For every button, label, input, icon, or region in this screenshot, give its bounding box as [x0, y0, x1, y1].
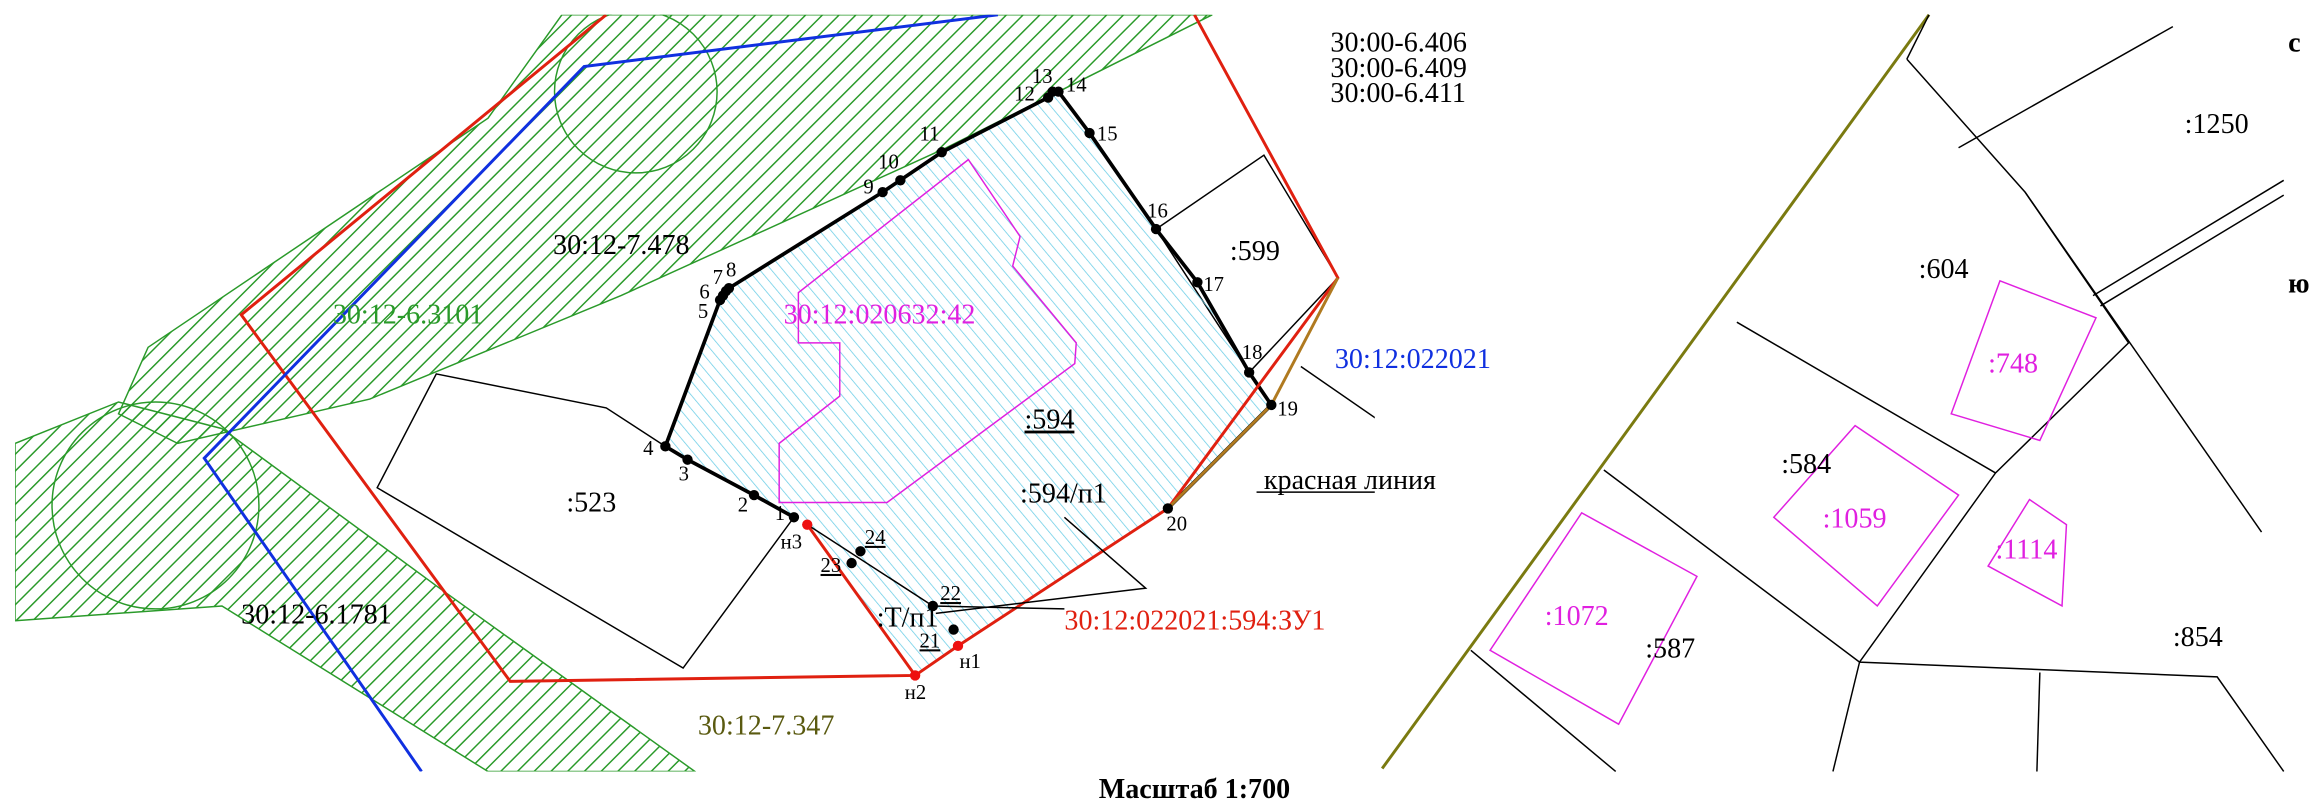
survey-point [1266, 400, 1276, 410]
parcel-line [1833, 662, 1860, 771]
parcel-label: 30:12:022021:594:ЗУ1 [1064, 606, 1325, 637]
point-label: 2 [738, 494, 748, 516]
zone-label: 30:12-7.347 [698, 711, 834, 742]
right-map [1382, 15, 2284, 772]
quarter-label: 30:12:022021 [1335, 344, 1491, 375]
survey-point [789, 512, 799, 522]
parcel-label: :1250 [2185, 109, 2249, 140]
scale-label: Масштаб 1:700 [1099, 774, 1290, 804]
point-label: н2 [905, 682, 926, 704]
zone-label: 30:12-7.478 [553, 230, 689, 261]
parcel-line [2025, 192, 2261, 532]
point-label: 24 [865, 527, 886, 549]
page: {"left_map":{"labels":["30:00-6.406","30… [0, 0, 2318, 804]
parcel-line [2093, 180, 2284, 295]
point-label: 10 [878, 151, 899, 173]
point-label: 20 [1166, 514, 1187, 536]
survey-point [1192, 277, 1202, 287]
point-label: 7 [713, 267, 723, 289]
survey-point [660, 441, 670, 451]
survey-point [928, 601, 938, 611]
survey-point [953, 641, 963, 651]
parcel-label: :594/п1 [1020, 479, 1107, 510]
parcel-line [2100, 195, 2283, 306]
point-label: 18 [1242, 342, 1263, 364]
point-label: 9 [863, 177, 873, 199]
building-label: :1114 [1996, 535, 2058, 566]
point-label: 19 [1277, 398, 1298, 420]
survey-point [1244, 367, 1254, 377]
point-label: 21 [920, 630, 941, 652]
survey-point [846, 558, 856, 568]
point-label: 3 [679, 463, 689, 485]
zone-hatch [15, 402, 695, 771]
edge-label: ю [2288, 269, 2309, 300]
point-label: н3 [781, 531, 802, 553]
point-label: 1 [775, 503, 785, 525]
parcel-line [1959, 27, 2173, 148]
building-label: :1072 [1545, 601, 1609, 632]
survey-point [724, 283, 734, 293]
point-label: 6 [699, 282, 709, 304]
parcel-label: :854 [2173, 622, 2223, 653]
survey-point [1053, 86, 1063, 96]
building-label: :748 [1988, 348, 2038, 379]
map: 30:00-6.406 30:00-6.409 30:00-6.411 30:1… [0, 0, 2318, 804]
parcel-line [1471, 650, 1616, 771]
point-label: 22 [940, 583, 961, 605]
survey-point [1151, 224, 1161, 234]
survey-point [948, 624, 958, 634]
point-label: 16 [1147, 200, 1168, 222]
parcel-label: :604 [1919, 254, 1969, 285]
point-label: 8 [726, 259, 736, 281]
building-label: 30:12:020632:42 [784, 300, 976, 331]
survey-point [910, 670, 920, 680]
building-label: :1059 [1823, 504, 1887, 535]
parcel-line [2037, 672, 2040, 771]
point-label: 13 [1032, 66, 1053, 88]
parcel-label: :584 [1781, 449, 1831, 480]
point-label: 15 [1097, 123, 1118, 145]
survey-point [937, 147, 947, 157]
point-label: 14 [1066, 75, 1087, 97]
survey-point [749, 490, 759, 500]
point-label: 5 [698, 301, 708, 323]
point-label: 4 [643, 438, 654, 460]
edge-label: с [2288, 28, 2300, 59]
survey-point [1163, 503, 1173, 513]
parcel-line [1907, 15, 1929, 59]
parcel-label: :599 [1230, 236, 1280, 267]
left-map [15, 10, 1483, 771]
survey-point [1084, 128, 1094, 138]
parcel-label: :594 [1025, 405, 1075, 436]
zone-label: 30:12-6.1781 [241, 600, 392, 631]
annotation: красная линия [1264, 465, 1436, 496]
point-label: н1 [959, 651, 980, 673]
point-label: 23 [821, 555, 842, 577]
zone-label: 30:12-6.3101 [333, 300, 484, 331]
point-label: 17 [1203, 274, 1224, 296]
point-label: 11 [920, 123, 940, 145]
zone-label: 30:00-6.411 [1330, 78, 1465, 109]
survey-point [877, 187, 887, 197]
parcel-label: :523 [566, 487, 616, 518]
survey-point [895, 175, 905, 185]
parcel-label: :587 [1645, 634, 1695, 665]
survey-point [802, 519, 812, 529]
